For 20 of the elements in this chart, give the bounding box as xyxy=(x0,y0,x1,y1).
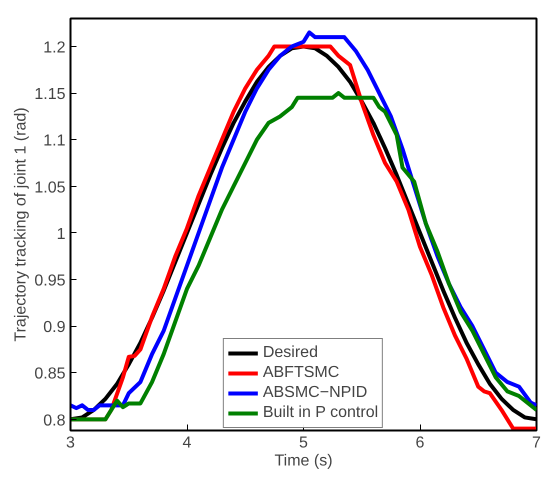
y-tick-label: 1.15 xyxy=(34,86,66,104)
y-tick-label: 0.95 xyxy=(34,272,66,290)
legend-label: ABFTSMC xyxy=(262,364,340,382)
x-tick-label: 7 xyxy=(532,434,542,452)
y-tick-label: 1.05 xyxy=(34,179,66,196)
x-tick-label: 5 xyxy=(299,434,308,452)
y-tick-label: 0.9 xyxy=(43,319,66,336)
y-tick-label: 1.1 xyxy=(43,132,66,150)
x-axis-title: Time (s) xyxy=(274,452,333,470)
x-tick-label: 3 xyxy=(66,434,76,452)
legend-label: Desired xyxy=(262,344,318,362)
y-axis-title: Trajectory tracking of joint 1 (rad) xyxy=(12,107,30,342)
x-tick-label: 4 xyxy=(182,434,192,452)
x-tick-label: 6 xyxy=(416,434,425,452)
y-tick-label: 0.8 xyxy=(43,412,66,430)
y-tick-label: 1 xyxy=(56,226,66,243)
legend-label: ABSMC−NPID xyxy=(262,384,368,402)
y-tick-label: 1.2 xyxy=(43,39,66,56)
y-tick-label: 0.85 xyxy=(34,366,66,383)
legend-label: Built in P control xyxy=(262,404,378,422)
